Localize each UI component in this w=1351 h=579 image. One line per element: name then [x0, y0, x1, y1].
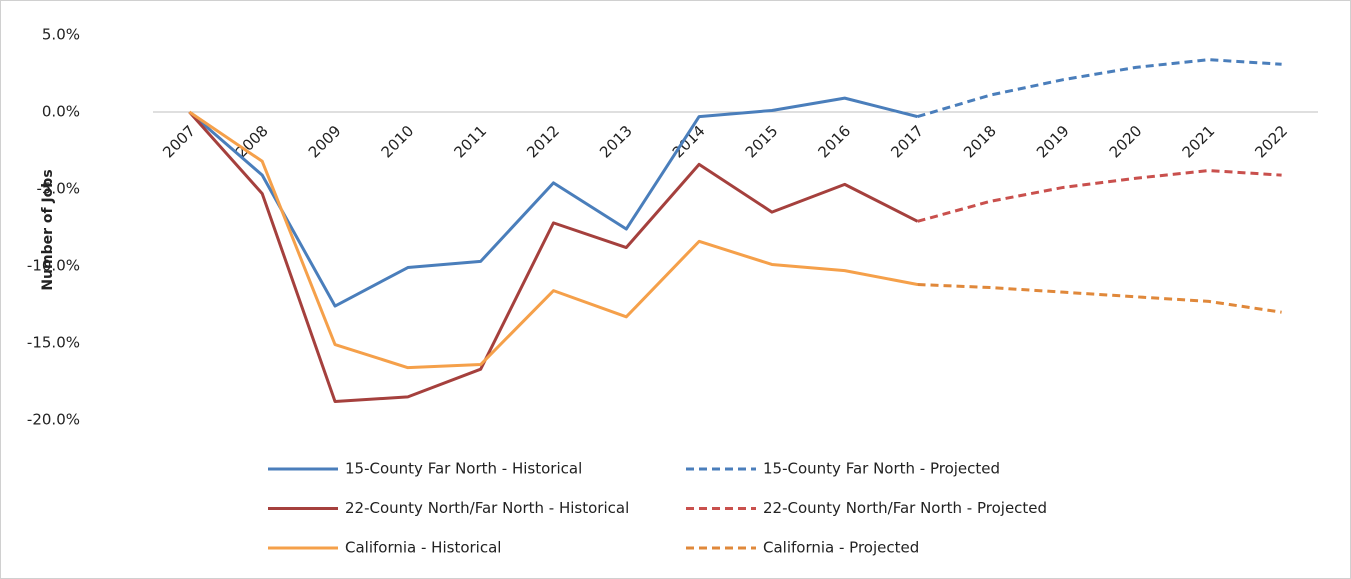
y-tick-label: -5.0% [36, 180, 80, 198]
legend-label: 15-County Far North - Historical [345, 460, 582, 478]
series-line [917, 169, 1282, 223]
legend-label: 22-County North/Far North - Historical [345, 499, 629, 517]
legend-label: California - Historical [345, 539, 501, 557]
legend-label: 15-County Far North - Projected [763, 460, 1000, 478]
series-line [188, 111, 919, 404]
y-tick-label: 5.0% [42, 26, 80, 44]
legend-label: 22-County North/Far North - Projected [763, 499, 1047, 517]
y-tick-label: -20.0% [27, 411, 80, 429]
series-line [917, 282, 1282, 314]
y-tick-label: 0.0% [42, 103, 80, 121]
y-tick-label: -10.0% [27, 257, 80, 275]
series-line [188, 110, 918, 370]
legend-label: California - Projected [763, 539, 919, 557]
series-line [188, 96, 918, 308]
y-tick-label: -15.0% [27, 334, 80, 352]
series-line [917, 58, 1282, 119]
y-axis-label: Number of Jobs [40, 169, 56, 290]
